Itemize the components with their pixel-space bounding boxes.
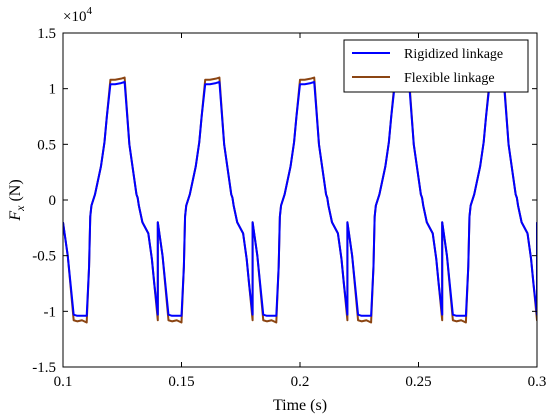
y-tick-label: 1 xyxy=(49,82,57,98)
legend-box xyxy=(343,39,529,93)
y-axis-label: Fx (N) xyxy=(7,179,27,221)
y-multiplier-exponent: 4 xyxy=(86,5,92,17)
tick-layer: 0.1 0.15 0.2 0.25 0.3 -1.5 -1 -0.5 0 0.5 1 1.5 xyxy=(32,26,546,390)
y-axis-unit: (N) xyxy=(7,179,24,201)
y-tick-label: -0.5 xyxy=(32,249,56,265)
y-axis-symbol: F xyxy=(7,211,24,222)
y-tick-label: 1.5 xyxy=(37,26,56,42)
x-tick-label: 0.3 xyxy=(528,374,547,390)
legend-label-flexible: Flexible linkage xyxy=(404,71,495,86)
y-tick-label: 0 xyxy=(49,193,57,209)
x-axis-label: Time (s) xyxy=(273,397,327,414)
x-tick-label: 0.2 xyxy=(291,374,310,390)
legend-label-rigidized: Rigidized linkage xyxy=(404,47,503,62)
label-layer: Time (s) Fx (N) ×104 xyxy=(7,5,327,414)
y-tick-label: -1.5 xyxy=(32,360,56,376)
y-multiplier: ×104 xyxy=(63,5,92,25)
series-rigidized-linkage xyxy=(63,80,537,317)
y-multiplier-base: ×10 xyxy=(63,9,86,25)
x-tick-label: 0.25 xyxy=(405,374,431,390)
legend: Rigidized linkage Flexible linkage xyxy=(343,39,529,93)
x-tick-label: 0.1 xyxy=(54,374,73,390)
y-tick-label: -1 xyxy=(44,304,57,320)
x-tick-label: 0.15 xyxy=(168,374,194,390)
y-tick-label: 0.5 xyxy=(37,137,56,153)
series-flexible-linkage xyxy=(63,76,537,324)
y-axis-subscript: x xyxy=(13,205,27,212)
svg-text:Fx(N): Fx (N) xyxy=(7,179,27,221)
series-layer xyxy=(63,76,537,324)
